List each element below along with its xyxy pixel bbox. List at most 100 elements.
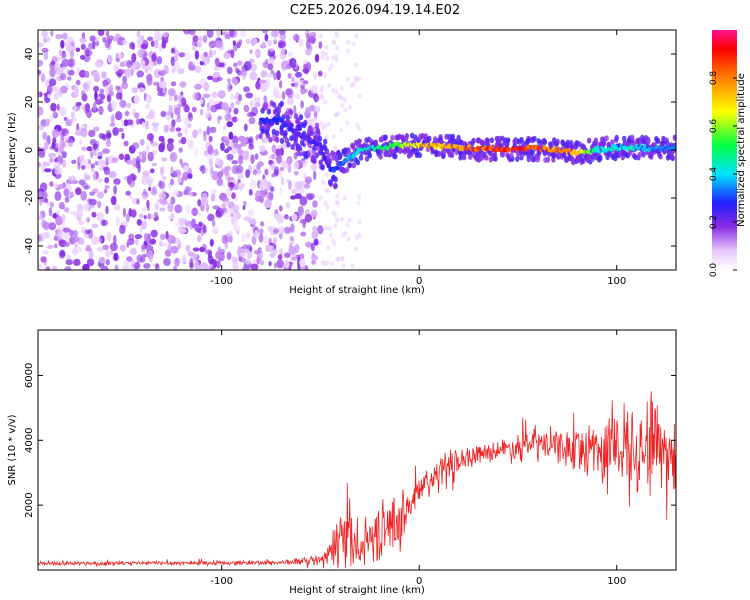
spectrogram-ridge-halo — [266, 108, 272, 115]
spectrogram-noise-cell — [226, 231, 233, 237]
spectrogram-noise-cell — [294, 243, 300, 253]
spectrogram-noise-cell — [211, 219, 216, 227]
spectrogram-noise-cell — [267, 49, 271, 57]
spectrogram-noise-cell — [355, 122, 360, 128]
spectrogram-noise-cell — [138, 87, 146, 93]
snr-x-label: Height of straight line (km) — [289, 585, 425, 596]
spectrogram-noise-cell — [132, 174, 137, 181]
spectrogram-noise-cell — [280, 47, 286, 55]
spectrogram-ridge-halo — [275, 112, 281, 119]
spectrogram-noise-cell — [198, 221, 203, 227]
spectrogram-noise-cell — [310, 209, 318, 218]
spectrogram-noise-cell — [320, 55, 325, 61]
spectrogram-ridge-halo — [493, 155, 498, 162]
spectrogram-noise-cell — [323, 200, 328, 206]
spectrogram-ridge-halo — [344, 167, 350, 174]
spectrogram-noise-cell — [185, 204, 191, 215]
spectrogram-noise-cell — [340, 102, 345, 108]
spectrogram-noise-cell — [253, 250, 262, 255]
spectrogram-ridge-halo — [314, 152, 320, 159]
spectrogram-noise-cell — [188, 112, 193, 122]
spectrogram-noise-cell — [199, 246, 206, 252]
spectrogram-x-tick-label: -100 — [210, 276, 233, 287]
spectrogram-noise-cell — [38, 146, 42, 156]
spectrogram-noise-cell — [126, 102, 131, 109]
spectrogram-noise-cell — [250, 63, 258, 72]
spectrogram-noise-cell — [249, 49, 253, 54]
spectrogram-noise-cell — [317, 225, 324, 235]
spectrogram-noise-cell — [132, 61, 136, 72]
spectrogram-noise-cell — [113, 252, 119, 261]
spectrogram-noise-cell — [110, 114, 115, 124]
spectrogram-noise-cell — [335, 193, 340, 199]
spectrogram-noise-cell — [324, 134, 329, 140]
spectrogram-noise-cell — [202, 93, 211, 99]
spectrogram-noise-cell — [61, 32, 68, 40]
spectrogram-noise-cell — [227, 182, 235, 188]
spectrogram-noise-cell — [237, 60, 243, 66]
snr-series-line — [38, 391, 676, 569]
spectrogram-noise-cell — [323, 72, 328, 78]
spectrogram-noise-cell — [114, 204, 121, 211]
spectrogram-ridge-halo — [378, 153, 383, 160]
spectrogram-noise-cell — [59, 250, 66, 257]
spectrogram-noise-cell — [114, 264, 119, 270]
spectrogram-noise-cell — [168, 95, 173, 101]
spectrogram-ridge-halo — [283, 130, 288, 137]
spectrogram-noise-cell — [336, 256, 341, 262]
spectrogram-noise-cell — [167, 138, 174, 144]
spectrogram-noise-cell — [171, 235, 176, 244]
spectrogram-ridge-halo — [315, 128, 320, 135]
spectrogram-noise-cell — [86, 216, 90, 223]
spectrogram-noise-cell — [94, 90, 98, 101]
spectrogram-noise-cell — [98, 151, 104, 156]
spectrogram-noise-cell — [194, 262, 202, 270]
spectrogram-noise-cell — [327, 225, 332, 231]
spectrogram-noise-cell — [145, 103, 151, 110]
spectrogram-noise-cell — [73, 258, 81, 266]
spectrogram-noise-cell — [233, 107, 239, 115]
spectrogram-noise-cell — [56, 209, 60, 216]
spectrogram-noise-cell — [142, 194, 147, 200]
spectrogram-noise-cell — [59, 72, 67, 81]
spectrogram-noise-cell — [89, 149, 94, 159]
spectrogram-noise-cell — [66, 43, 72, 53]
spectrogram-noise-cell — [248, 189, 253, 196]
spectrogram-noise-cell — [101, 219, 106, 227]
spectrogram-noise-cell — [280, 176, 285, 186]
spectrogram-noise-cell — [237, 173, 244, 179]
spectrogram-noise-cell — [274, 209, 279, 215]
spectrogram-noise-cell — [44, 141, 49, 150]
spectrogram-panel: -100 0 100 -40 -20 0 20 40 Height of straight … — [7, 29, 677, 296]
snr-panel: -100 0 100 2000 4000 6000 Height of straight… — [7, 329, 677, 596]
spectrogram-noise-cell — [247, 244, 252, 251]
spectrogram-noise-cell — [140, 43, 148, 50]
spectrogram-noise-cell — [275, 148, 282, 156]
spectrogram-noise-cell — [209, 263, 213, 268]
spectrogram-ridge-halo — [484, 154, 489, 161]
spectrogram-noise-cell — [150, 229, 158, 238]
spectrogram-noise-cell — [130, 247, 137, 256]
spectrogram-noise-cell — [161, 157, 167, 162]
spectrogram-noise-cell — [249, 217, 257, 226]
spectrogram-noise-cell — [53, 110, 57, 117]
spectrogram-noise-cell — [56, 226, 64, 232]
spectrogram-ridge-halo — [405, 145, 411, 152]
spectrogram-noise-cell — [310, 84, 319, 94]
spectrogram-noise-cell — [267, 39, 273, 47]
spectrogram-noise-cell — [112, 37, 119, 42]
spectrogram-noise-cell — [142, 206, 147, 212]
spectrogram-noise-cell — [184, 125, 189, 135]
spectrogram-noise-cell — [78, 155, 84, 166]
spectrogram-ridge-halo — [263, 103, 269, 110]
spectrogram-noise-cell — [300, 231, 307, 237]
spectrogram-noise-cell — [49, 67, 56, 78]
spectrogram-ridge-halo — [383, 134, 388, 141]
spectrogram-noise-cell — [61, 58, 70, 67]
spectrogram-noise-cell — [92, 143, 99, 150]
spectrogram-ridge-halo — [314, 122, 320, 129]
spectrogram-noise-cell — [55, 33, 63, 40]
spectrogram-noise-cell — [135, 237, 139, 246]
spectrogram-ridge-halo — [303, 119, 308, 126]
spectrogram-noise-cell — [231, 165, 239, 175]
